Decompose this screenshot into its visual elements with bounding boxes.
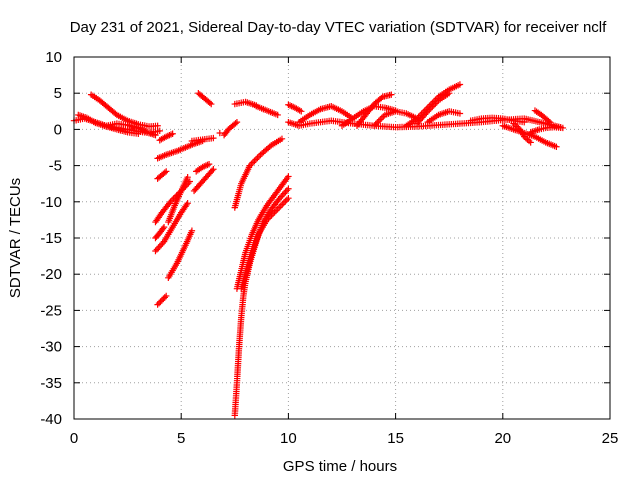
y-tick-label: 10 [45,49,62,66]
data-point [374,119,381,126]
data-point [161,294,168,301]
data-point [279,201,286,208]
data-point [160,295,167,303]
data-point [216,129,223,137]
data-point [388,91,395,98]
data-point [159,225,167,232]
data-point [283,187,291,194]
data-point [210,166,217,173]
data-point [285,194,292,202]
data-point [266,143,273,150]
data-point [545,117,552,125]
data-point [378,114,386,122]
data-point [277,202,284,210]
x-tick-label: 15 [387,430,404,447]
data-point [446,90,453,97]
data-point [280,199,288,207]
x-tick-label: 10 [280,430,297,447]
data-point [152,247,159,255]
data-point [157,298,164,305]
x-tick-label: 25 [602,430,619,447]
data-point [153,246,161,253]
data-point [285,173,292,180]
data-point [188,227,196,234]
data-point [559,124,567,132]
chart-title: Day 231 of 2021, Sidereal Day-to-day VTE… [70,19,607,36]
data-point [546,118,554,126]
y-tick-label: -40 [40,411,62,428]
data-point [276,204,283,211]
data-point [298,108,305,115]
data-point [527,139,534,146]
data-point [456,110,464,117]
data-point [249,159,257,166]
data-point [155,299,163,307]
y-axis-label: SDTVAR / TECUs [7,178,24,298]
y-tick-label: 0 [54,121,62,138]
data-points [70,81,567,419]
data-point [525,137,533,145]
y-tick-label: 5 [54,85,62,102]
data-point [161,169,168,176]
data-point [112,110,119,117]
data-point [285,185,292,192]
data-point [278,135,286,143]
y-tick-label: -20 [40,266,62,283]
y-tick-label: -30 [40,339,62,356]
data-point [251,157,258,165]
axis-ticks: 0 5 10 15 20 25 10 5 0 -5 -10 -15 -20 -25 -30 -35 -40 [40,49,618,447]
data-point [162,168,170,175]
data-point [162,292,170,300]
data-point [157,241,165,248]
data-point [283,196,291,203]
data-point [282,198,289,205]
data-point [252,156,260,163]
data-point [158,297,166,304]
data-point [233,118,241,126]
data-point [255,153,263,160]
data-point [553,143,560,150]
y-tick-label: -25 [40,302,62,319]
data-point [279,191,286,199]
data-point [274,111,281,119]
data-point [184,200,191,207]
data-point [154,122,161,129]
data-point [254,154,261,162]
y-tick-label: -5 [49,158,62,175]
x-tick-label: 0 [70,430,78,447]
data-point [208,100,215,108]
x-tick-label: 20 [494,430,511,447]
data-point [280,190,288,197]
x-axis-label: GPS time / hours [283,458,397,475]
data-point [154,301,161,308]
data-point [135,130,142,137]
data-point [521,118,528,126]
data-point [232,120,239,127]
y-tick-label: -15 [40,230,62,247]
data-point [210,134,217,142]
data-point [456,81,464,88]
data-point [205,160,213,168]
x-tick-label: 5 [177,430,185,447]
y-tick-label: -10 [40,194,62,211]
data-point [184,173,191,181]
data-point [377,116,384,123]
data-point [208,167,216,174]
data-point [152,131,159,139]
data-point [169,130,176,137]
data-point [282,188,289,196]
data-point [155,244,162,252]
data-point [160,223,168,231]
data-point [156,243,163,250]
data-point [206,99,213,107]
y-tick-label: -35 [40,375,62,392]
data-point [156,127,163,135]
